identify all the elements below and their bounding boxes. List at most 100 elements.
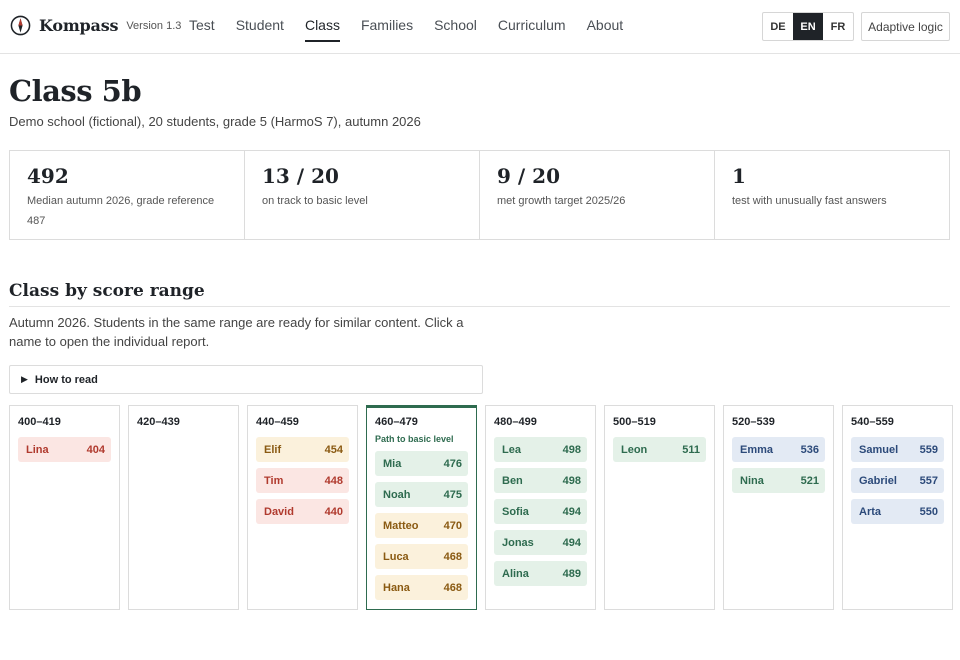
nav-school[interactable]: School <box>434 17 477 33</box>
stat-fast-answers: 1 test with unusually fast answers <box>715 151 949 239</box>
section-description: Autumn 2026. Students in the same range … <box>9 315 464 349</box>
student-name: Nina <box>740 474 764 487</box>
student-score: 498 <box>562 474 581 487</box>
student-name: Ben <box>502 474 523 487</box>
student-chip[interactable]: Emma 536 <box>732 437 825 462</box>
nav-test[interactable]: Test <box>189 17 215 33</box>
main-nav: Test Student Class Families School Curri… <box>189 17 644 42</box>
language-de-button[interactable]: DE <box>770 20 786 33</box>
student-score: 468 <box>443 550 462 563</box>
stat-value: 1 <box>732 164 746 188</box>
how-to-read-label: How to read <box>34 373 98 386</box>
language-fr-button[interactable]: FR <box>830 20 846 33</box>
student-chip[interactable]: Alina 489 <box>494 561 587 586</box>
student-name: Gabriel <box>859 474 897 487</box>
score-range-column: 500–519 Leon 511 <box>604 405 715 610</box>
stat-median: 492 Median autumn 2026, grade reference … <box>10 151 245 239</box>
student-chip[interactable]: Samuel 559 <box>851 437 944 462</box>
nav-class[interactable]: Class <box>304 17 340 42</box>
score-range-label: 500–519 <box>613 416 656 428</box>
nav-student[interactable]: Student <box>235 17 284 33</box>
score-range-label: 420–439 <box>137 416 180 428</box>
student-score: 475 <box>443 488 462 501</box>
student-chip[interactable]: Arta 550 <box>851 499 944 524</box>
stat-value: 492 <box>27 164 69 188</box>
nav-families[interactable]: Families <box>360 17 414 33</box>
student-chip[interactable]: Matteo 470 <box>375 513 468 538</box>
nav-about[interactable]: About <box>586 17 624 33</box>
student-chip[interactable]: Noah 475 <box>375 482 468 507</box>
student-name: Elif <box>264 443 282 456</box>
student-name: Mia <box>383 457 402 470</box>
student-name: Alina <box>502 567 529 580</box>
score-range-column: 540–559 Samuel 559 Gabriel 557 Arta 550 <box>842 405 953 610</box>
stat-value: 9 / 20 <box>497 164 560 188</box>
student-name: Arta <box>859 505 882 518</box>
student-chip[interactable]: Luca 468 <box>375 544 468 569</box>
student-score: 557 <box>919 474 938 487</box>
student-chip[interactable]: Elif 454 <box>256 437 349 462</box>
stat-label: met growth target 2025/26 <box>497 195 626 207</box>
student-score: 470 <box>443 519 462 532</box>
student-name: Emma <box>740 443 774 456</box>
student-score: 468 <box>443 581 462 594</box>
stat-label: test with unusually fast answers <box>732 195 887 207</box>
score-range-label: 400–419 <box>18 416 61 428</box>
score-range-column: 460–479 Path to basic level Mia 476 Noah 475 M… <box>366 405 477 610</box>
version-label: Version 1.3 <box>126 19 182 32</box>
student-name: Samuel <box>859 443 899 456</box>
student-chip[interactable]: Lea 498 <box>494 437 587 462</box>
student-name: Lea <box>502 443 521 456</box>
student-score: 521 <box>800 474 819 487</box>
score-range-column: 480–499 Lea 498 Ben 498 Sofia 494 Jonas 494 Alina… <box>485 405 596 610</box>
score-range-label: 520–539 <box>732 416 775 428</box>
brand[interactable]: Kompass Version 1.3 <box>10 15 181 36</box>
adaptive-logic-button[interactable]: Adaptive logic <box>861 12 950 41</box>
stat-on-track: 13 / 20 on track to basic level <box>245 151 480 239</box>
student-score: 498 <box>562 443 581 456</box>
score-range-column: 420–439 <box>128 405 239 610</box>
student-name: Leon <box>621 443 648 456</box>
student-name: Matteo <box>383 519 419 532</box>
student-chip[interactable]: Leon 511 <box>613 437 706 462</box>
score-range-label: 440–459 <box>256 416 299 428</box>
brand-name: Kompass <box>39 16 119 35</box>
student-chip[interactable]: David 440 <box>256 499 349 524</box>
section-divider <box>9 306 950 307</box>
score-range-column: 440–459 Elif 454 Tim 448 David 440 <box>247 405 358 610</box>
student-chip[interactable]: Sofia 494 <box>494 499 587 524</box>
compass-icon <box>10 15 31 36</box>
student-chip[interactable]: Lina 404 <box>18 437 111 462</box>
score-range-column: 520–539 Emma 536 Nina 521 <box>723 405 834 610</box>
student-score: 440 <box>324 505 343 518</box>
student-score: 494 <box>562 505 581 518</box>
student-score: 511 <box>682 443 700 456</box>
student-chip[interactable]: Ben 498 <box>494 468 587 493</box>
score-range-label: 460–479 <box>375 416 418 428</box>
student-score: 476 <box>443 457 462 470</box>
student-score: 404 <box>86 443 105 456</box>
page-title: Class 5b <box>9 74 142 108</box>
student-chip[interactable]: Mia 476 <box>375 451 468 476</box>
student-name: Luca <box>383 550 409 563</box>
score-range-label: 540–559 <box>851 416 894 428</box>
score-range-column: 400–419 Lina 404 <box>9 405 120 610</box>
section-title: Class by score range <box>9 281 205 301</box>
stat-growth: 9 / 20 met growth target 2025/26 <box>480 151 715 239</box>
student-score: 489 <box>562 567 581 580</box>
language-en-button[interactable]: EN <box>793 13 823 40</box>
student-chip[interactable]: Nina 521 <box>732 468 825 493</box>
student-chip[interactable]: Hana 468 <box>375 575 468 600</box>
student-name: Lina <box>26 443 49 456</box>
top-navigation-bar: Kompass Version 1.3 Test Student Class F… <box>0 0 960 54</box>
student-name: Sofia <box>502 505 529 518</box>
student-chip[interactable]: Jonas 494 <box>494 530 587 555</box>
student-chip[interactable]: Tim 448 <box>256 468 349 493</box>
student-score: 494 <box>562 536 581 549</box>
how-to-read-toggle[interactable]: ▶ How to read <box>9 365 483 394</box>
nav-curriculum[interactable]: Curriculum <box>497 17 566 33</box>
student-score: 448 <box>324 474 343 487</box>
student-name: David <box>264 505 294 518</box>
student-score: 550 <box>919 505 938 518</box>
student-chip[interactable]: Gabriel 557 <box>851 468 944 493</box>
